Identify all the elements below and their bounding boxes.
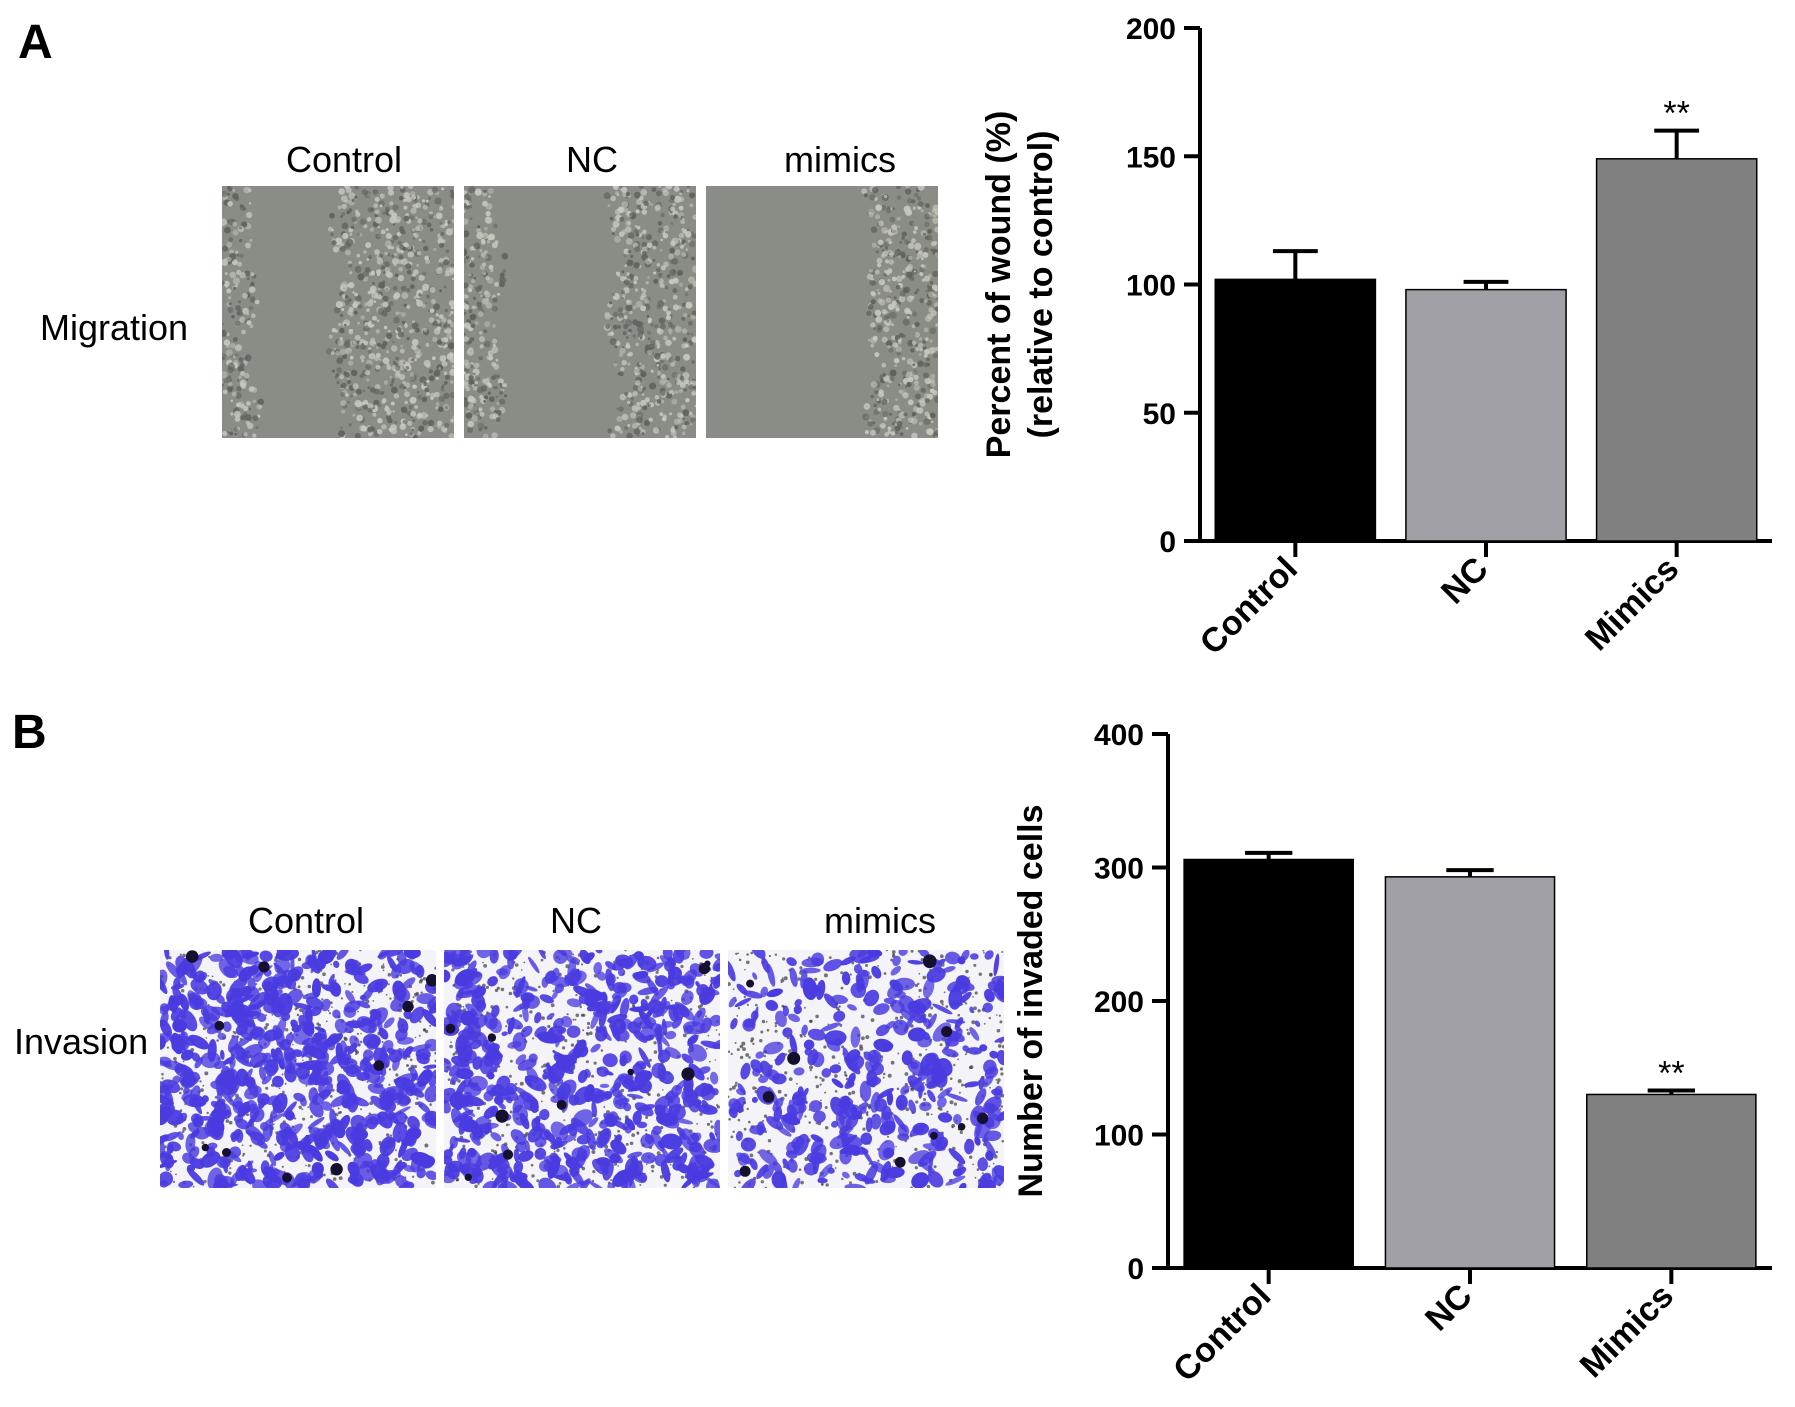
bar-mimics <box>1595 158 1758 542</box>
row-label-invasion: Invasion <box>14 1021 148 1062</box>
x-tick-label-mimics: Mimics <box>1573 1277 1681 1385</box>
invasion-micrograph-1 <box>444 950 720 1188</box>
y-tick-label: 200 <box>1094 986 1144 1019</box>
x-tick-label-control: Control <box>1166 1277 1278 1389</box>
column-label-mimics: mimics <box>824 900 936 941</box>
y-tick-label: 150 <box>1126 141 1176 174</box>
y-tick-label: 0 <box>1127 1253 1144 1286</box>
column-label-control: Control <box>286 139 402 180</box>
row-label-migration: Migration <box>40 307 188 348</box>
x-tick-label-mimics: Mimics <box>1578 550 1686 658</box>
significance-marker: ** <box>1663 95 1689 133</box>
migration-micrographs <box>222 186 938 438</box>
invasion-bar-chart: 0 100 200 300 400 Control NC Mimics ** Number of … <box>1012 719 1772 1389</box>
bar-nc <box>1405 288 1567 542</box>
migration-micrograph-2 <box>706 186 938 438</box>
column-label-control: Control <box>248 900 364 941</box>
panel-letter-a: A <box>18 16 53 69</box>
bar-control <box>1183 858 1354 1269</box>
invasion-micrographs <box>160 950 1004 1188</box>
y-tick-label: 400 <box>1094 719 1144 752</box>
invasion-micrograph-2 <box>728 950 1004 1188</box>
bar-control <box>1214 278 1377 542</box>
migration-micrograph-0 <box>222 186 454 438</box>
panel-letter-b: B <box>12 706 47 759</box>
column-label-nc: NC <box>550 900 602 941</box>
invasion-micrograph-0 <box>160 950 436 1188</box>
significance-marker: ** <box>1658 1054 1684 1092</box>
y-tick-label: 50 <box>1143 398 1176 431</box>
y-tick-label: 100 <box>1094 1120 1144 1153</box>
column-label-mimics: mimics <box>784 139 896 180</box>
y-axis-title-line-0: Percent of wound (%) <box>980 111 1018 459</box>
y-axis-title-line-0: Number of invaded cells <box>1012 805 1050 1198</box>
y-tick-label: 100 <box>1126 270 1176 303</box>
y-tick-label: 200 <box>1126 13 1176 46</box>
panel-a: A Control NC mimics Migration 0 50 100 150 2… <box>18 13 1772 662</box>
x-tick-label-nc: NC <box>1418 1277 1480 1339</box>
migration-micrograph-1 <box>464 186 696 438</box>
wound-bar-chart: 0 50 100 150 200 Control NC Mimics ** Percent of … <box>980 13 1772 662</box>
x-tick-label-control: Control <box>1193 550 1305 662</box>
panel-b: B Control NC mimics Invasion 0 100 200 300 4… <box>12 706 1772 1389</box>
y-tick-label: 0 <box>1159 526 1176 559</box>
x-tick-label-nc: NC <box>1434 550 1496 612</box>
micrograph-background <box>706 186 938 438</box>
bar-nc <box>1384 876 1556 1269</box>
bar-mimics <box>1586 1093 1757 1269</box>
y-axis-title-line-1: (relative to control) <box>1022 131 1060 439</box>
y-tick-label: 300 <box>1094 853 1144 886</box>
column-label-nc: NC <box>566 139 618 180</box>
